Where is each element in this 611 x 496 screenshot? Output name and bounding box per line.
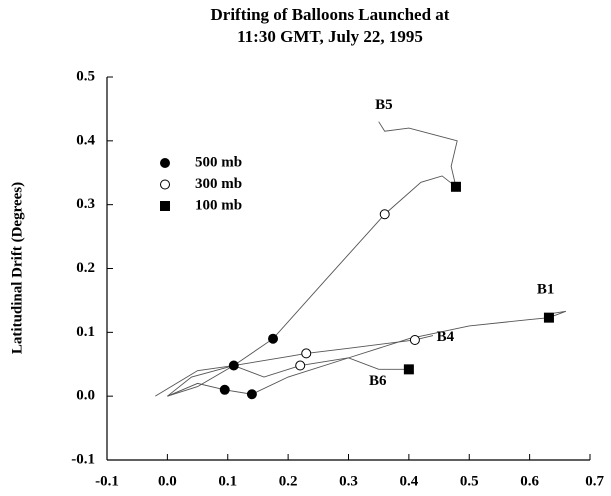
y-tick-label: 0.2 (76, 260, 95, 276)
y-axis-label: Latitudinal Drift (Degrees) (9, 182, 25, 354)
y-tick-label: 0.3 (76, 196, 95, 212)
circle-marker (379, 209, 390, 220)
x-tick-label: 0.6 (520, 473, 539, 489)
x-tick-label: 0.1 (218, 473, 237, 489)
circle-marker (246, 389, 257, 400)
circle-marker (219, 384, 230, 395)
x-tick-label: 0.4 (400, 473, 419, 489)
annotation: B6 (369, 373, 387, 389)
circle-marker (409, 334, 420, 345)
x-tick-label: 0.5 (460, 473, 479, 489)
trajectory (167, 310, 567, 397)
y-tick-label: -0.1 (71, 451, 95, 467)
y-tick-label: 0.1 (76, 324, 95, 340)
legend-marker (160, 179, 170, 190)
chart-title: Drifting of Balloons Launched at (211, 5, 450, 24)
legend-marker (160, 158, 170, 168)
x-tick-label: 0.7 (585, 473, 604, 489)
annotation: B1 (537, 282, 555, 298)
trajectory (167, 335, 434, 397)
circle-marker (301, 348, 312, 359)
chart-title: 11:30 GMT, July 22, 1995 (237, 27, 423, 46)
legend-marker (160, 201, 170, 211)
x-tick-label: 0.3 (339, 473, 358, 489)
annotation: B5 (375, 97, 393, 113)
legend-label: 500 mb (195, 154, 242, 170)
y-tick-label: 0.5 (76, 68, 95, 84)
x-tick-label: 0.0 (158, 473, 177, 489)
legend-label: 100 mb (195, 197, 242, 213)
trajectory (155, 357, 409, 397)
y-tick-label: 0.4 (76, 132, 95, 148)
legend-label: 300 mb (195, 176, 242, 192)
annotation: B4 (437, 329, 455, 345)
x-tick-label: -0.1 (95, 473, 119, 489)
square-marker (450, 181, 461, 192)
y-tick-label: 0.0 (76, 388, 95, 404)
x-tick-label: 0.2 (279, 473, 298, 489)
trajectory (167, 121, 458, 397)
circle-marker (295, 360, 306, 371)
circle-marker (268, 333, 279, 344)
square-marker (543, 312, 554, 323)
circle-marker (228, 360, 239, 371)
square-marker (403, 364, 414, 375)
